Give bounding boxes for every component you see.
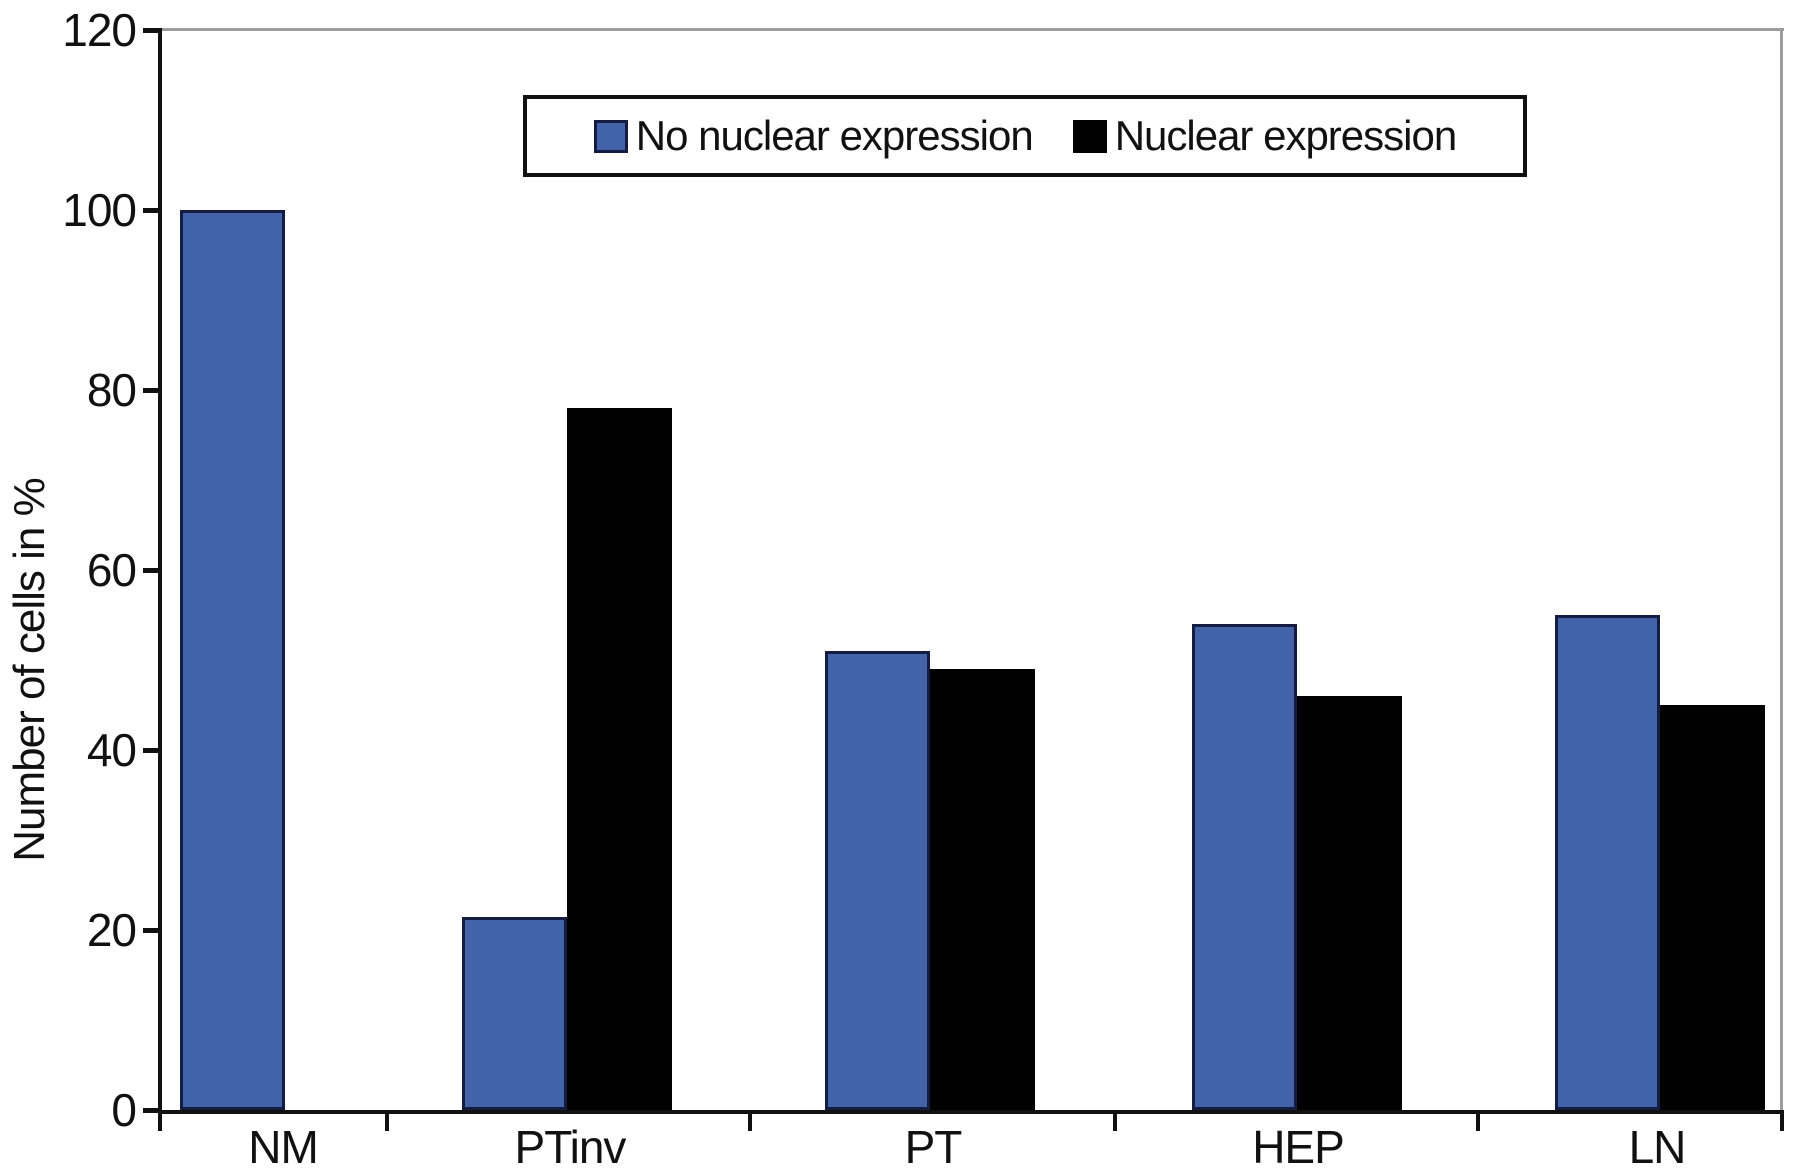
legend: No nuclear expression Nuclear expression xyxy=(523,95,1527,177)
bar-LN-nuclear-expression xyxy=(1660,705,1765,1110)
bar-HEP-nuclear-expression xyxy=(1297,696,1402,1110)
x-tick-label-HEP: HEP xyxy=(1252,1121,1345,1173)
x-tick-label-NM: NM xyxy=(248,1121,319,1173)
y-tick-label-60: 60 xyxy=(86,544,137,596)
y-tick-mark-0 xyxy=(143,1108,159,1113)
x-tick-label-PTinv: PTinv xyxy=(514,1121,627,1173)
legend-label: No nuclear expression xyxy=(635,112,1034,159)
y-tick-label-100: 100 xyxy=(62,184,137,236)
bar-HEP-no-nuclear-expression xyxy=(1192,624,1297,1110)
bar-PTinv-no-nuclear-expression xyxy=(462,916,567,1110)
y-tick-mark-60 xyxy=(143,568,159,573)
legend-label: Nuclear expression xyxy=(1114,112,1458,159)
plot-right-border xyxy=(1780,28,1783,1114)
x-tick-label-PT: PT xyxy=(904,1121,963,1173)
x-tick-mark-3 xyxy=(1113,1114,1117,1131)
legend-swatch-black xyxy=(1072,119,1107,153)
bar-PT-nuclear-expression xyxy=(930,669,1035,1110)
x-tick-mark-4 xyxy=(1476,1114,1480,1131)
y-tick-label-0: 0 xyxy=(111,1084,137,1136)
y-tick-mark-100 xyxy=(143,208,159,213)
x-axis-line xyxy=(158,1110,1784,1114)
bar-PT-no-nuclear-expression xyxy=(825,651,930,1110)
y-tick-label-20: 20 xyxy=(86,904,137,956)
x-tick-mark-1 xyxy=(385,1114,389,1131)
legend-swatch-blue xyxy=(593,119,628,153)
x-tick-label-LN: LN xyxy=(1628,1121,1687,1173)
y-tick-label-120: 120 xyxy=(62,4,137,56)
plot-top-border xyxy=(160,28,1784,31)
y-tick-label-40: 40 xyxy=(86,724,137,776)
legend-item-nuclear-expression: Nuclear expression xyxy=(1072,112,1458,160)
x-tick-mark-5 xyxy=(1780,1114,1784,1131)
bar-PTinv-nuclear-expression xyxy=(567,408,672,1110)
y-axis-line xyxy=(158,28,162,1118)
bar-NM-no-nuclear-expression xyxy=(180,210,285,1110)
y-tick-mark-80 xyxy=(143,388,159,393)
y-tick-label-80: 80 xyxy=(86,364,137,416)
y-tick-mark-40 xyxy=(143,748,159,753)
legend-item-no-nuclear-expression: No nuclear expression xyxy=(593,112,1034,160)
x-tick-mark-2 xyxy=(748,1114,752,1131)
x-tick-mark-0 xyxy=(158,1114,162,1131)
bar-LN-no-nuclear-expression xyxy=(1555,615,1660,1110)
y-tick-mark-20 xyxy=(143,928,159,933)
y-tick-mark-120 xyxy=(143,28,159,33)
y-axis-title: Number of cells in % xyxy=(5,478,54,862)
